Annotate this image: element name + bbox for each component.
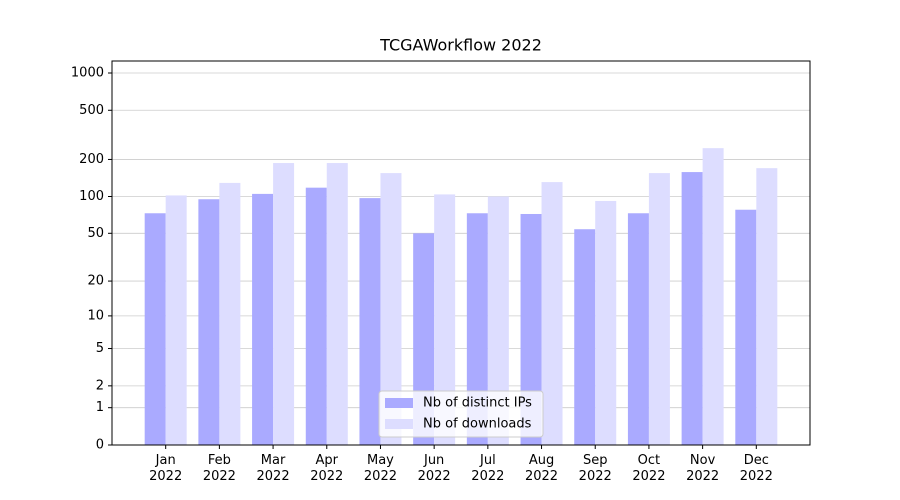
y-tick-label: 200 [79,152,104,167]
plot-frame [111,60,811,446]
bar [487,196,509,445]
legend-swatch [385,419,413,429]
x-tick-label: Jul 2022 [471,453,505,484]
bar [595,200,617,445]
x-tick-label: May 2022 [363,453,397,484]
x-tick-label: Jun 2022 [417,453,451,484]
y-tick-label: 100 [79,189,104,204]
x-tick-label: Jan 2022 [149,453,183,484]
y-tick-label: 1000 [71,66,104,81]
bar [735,209,757,445]
bar [702,148,724,445]
bar [520,213,542,445]
y-tick-label: 5 [96,341,104,356]
x-tick-label: Feb 2022 [202,453,236,484]
bar [466,213,488,445]
legend-box [378,390,544,438]
y-tick-label: 20 [87,274,104,289]
bar [305,187,327,446]
x-tick-label: Aug 2022 [524,453,559,484]
x-tick-label: Mar 2022 [256,453,290,484]
bar [198,199,220,445]
x-tick-label: Sep 2022 [578,453,612,484]
x-tick-label: Nov 2022 [686,453,720,484]
bar [380,173,402,445]
chart-title: TCGAWorkflow 2022 [379,36,542,55]
y-tick-label: 10 [87,308,104,323]
bar [326,163,348,446]
legend-label: Nb of distinct IPs [423,396,532,411]
x-tick-label: Dec 2022 [739,453,773,484]
y-tick-label: 500 [79,103,104,118]
y-tick-label: 0 [96,438,104,453]
bar [165,195,187,445]
bar [574,229,596,445]
x-tick-label: Oct 2022 [632,453,666,484]
y-tick-label: 50 [87,226,104,241]
bar [627,213,649,445]
y-tick-label: 1 [96,400,104,415]
x-tick-label: Apr 2022 [310,453,344,484]
bar [681,172,703,445]
legend-label: Nb of downloads [423,417,532,432]
bar [648,173,670,445]
bar [219,182,241,445]
bar [252,193,274,445]
bar [273,163,295,446]
legend-swatch [385,398,413,408]
bar [359,198,381,445]
bar [756,168,778,445]
bar [434,194,456,445]
bar [541,182,563,445]
bar [144,213,166,445]
y-tick-label: 2 [96,378,104,393]
